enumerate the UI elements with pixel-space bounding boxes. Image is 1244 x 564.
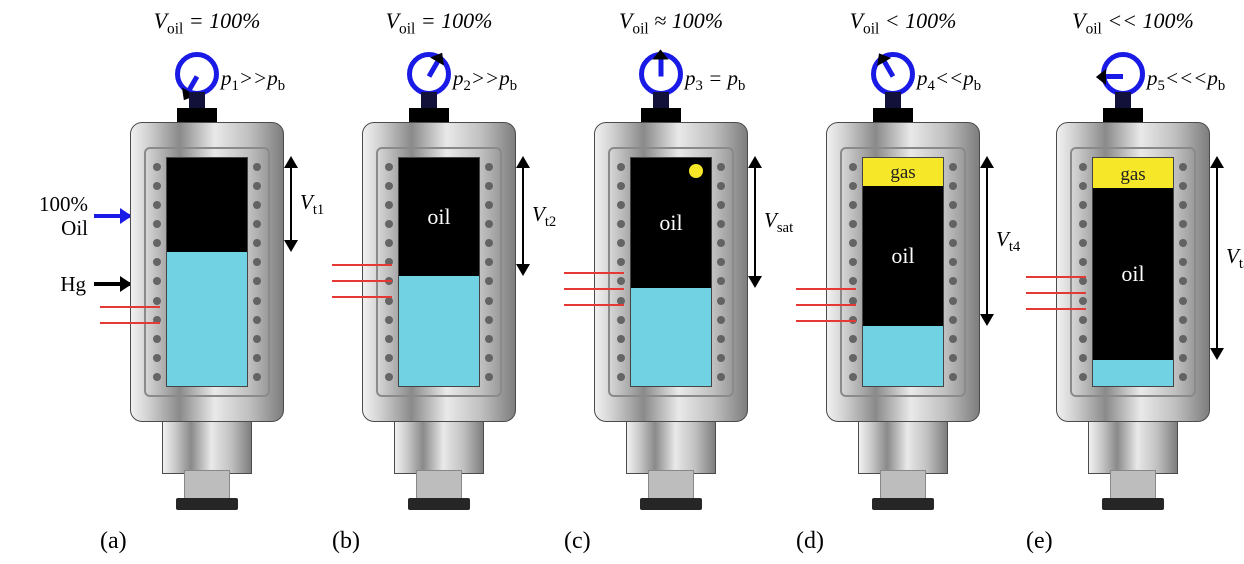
perforation-dots-right bbox=[1176, 157, 1190, 387]
gas-layer: gas bbox=[863, 158, 943, 186]
piston-block bbox=[880, 470, 926, 500]
heater-coil-line bbox=[564, 272, 624, 274]
perforation-dots-right bbox=[482, 157, 496, 387]
panel-sublabel: (d) bbox=[796, 528, 824, 555]
base-foot bbox=[872, 498, 934, 510]
volume-label: Vt4 bbox=[996, 227, 1020, 256]
heater-coil-line bbox=[796, 304, 856, 306]
base-foot bbox=[176, 498, 238, 510]
volume-label: Vt2 bbox=[532, 202, 556, 231]
piston-block bbox=[416, 470, 462, 500]
pvt-cell bbox=[130, 122, 284, 422]
gas-layer: gas bbox=[1093, 158, 1173, 188]
heater-coil-line bbox=[1026, 276, 1086, 278]
pvt-cell: oil bbox=[362, 122, 516, 422]
piston-block bbox=[184, 470, 230, 500]
voil-label: Voil ≈ 100% bbox=[556, 8, 786, 38]
perforation-dots-right bbox=[946, 157, 960, 387]
arrow-oil bbox=[94, 214, 130, 218]
sight-window: oil bbox=[398, 157, 480, 387]
gauge-needle bbox=[1101, 74, 1123, 79]
pressure-label: p1>>pb bbox=[221, 66, 285, 95]
label-100pct-oil: 100%Oil bbox=[18, 192, 88, 240]
volume-extent-arrow bbox=[1216, 158, 1218, 358]
voil-label: Voil < 100% bbox=[788, 8, 1018, 38]
perforation-dots-left bbox=[846, 157, 860, 387]
heater-coil-line bbox=[564, 288, 624, 290]
cell-bottom-neck bbox=[394, 422, 484, 474]
piston-block bbox=[648, 470, 694, 500]
perforation-dots-right bbox=[714, 157, 728, 387]
heater-coil-line bbox=[796, 288, 856, 290]
oil-layer: oil bbox=[863, 186, 943, 326]
heater-coil-line bbox=[1026, 308, 1086, 310]
voil-label: Voil = 100% bbox=[324, 8, 554, 38]
heater-coil-line bbox=[332, 264, 392, 266]
sight-window: oil bbox=[630, 157, 712, 387]
pressure-gauge: p3 = pb bbox=[631, 52, 711, 124]
gauge-needle bbox=[659, 55, 664, 77]
volume-extent-arrow bbox=[754, 158, 756, 286]
base-foot bbox=[408, 498, 470, 510]
voil-label: Voil = 100% bbox=[92, 8, 322, 38]
pressure-gauge: p5<<<pb bbox=[1093, 52, 1173, 124]
base-foot bbox=[1102, 498, 1164, 510]
pressure-gauge: p2>>pb bbox=[399, 52, 479, 124]
pressure-label: p3 = pb bbox=[685, 66, 745, 95]
panel-sublabel: (c) bbox=[564, 528, 591, 555]
sight-window: gasoil bbox=[1092, 157, 1174, 387]
heater-coil-line bbox=[332, 280, 392, 282]
oil-layer: oil bbox=[631, 158, 711, 288]
sight-window bbox=[166, 157, 248, 387]
pressure-label: p4<<pb bbox=[917, 66, 981, 95]
volume-label: Vt5 bbox=[1226, 244, 1244, 273]
cell-bottom-neck bbox=[162, 422, 252, 474]
cell-bottom-neck bbox=[626, 422, 716, 474]
perforation-dots-left bbox=[150, 157, 164, 387]
heater-coil-line bbox=[332, 296, 392, 298]
oil-layer: oil bbox=[1093, 188, 1173, 360]
pressure-gauge: p4<<pb bbox=[863, 52, 943, 124]
volume-extent-arrow bbox=[986, 158, 988, 324]
label-hg: Hg bbox=[42, 272, 86, 296]
cell-bottom-neck bbox=[1088, 422, 1178, 474]
heater-coil-line bbox=[796, 320, 856, 322]
perforation-dots-right bbox=[250, 157, 264, 387]
heater-coil-line bbox=[100, 322, 160, 324]
figure-root: 100%Oil Hg Voil = 100% p1>>pb Vt1 (a) Voil =… bbox=[0, 0, 1244, 564]
heater-coil-line bbox=[564, 304, 624, 306]
pressure-gauge: p1>>pb bbox=[167, 52, 247, 124]
pvt-cell: gasoil bbox=[826, 122, 980, 422]
sight-window: gasoil bbox=[862, 157, 944, 387]
base-foot bbox=[640, 498, 702, 510]
heater-coil-line bbox=[100, 306, 160, 308]
perforation-dots-left bbox=[382, 157, 396, 387]
volume-label: Vt1 bbox=[300, 190, 324, 219]
pressure-label: p2>>pb bbox=[453, 66, 517, 95]
panel-sublabel: (b) bbox=[332, 528, 360, 555]
arrow-hg bbox=[94, 282, 130, 286]
panel-sublabel: (a) bbox=[100, 528, 127, 555]
pressure-label: p5<<<pb bbox=[1147, 66, 1225, 95]
volume-label: Vsat bbox=[764, 208, 793, 237]
oil-layer bbox=[167, 158, 247, 252]
piston-block bbox=[1110, 470, 1156, 500]
volume-extent-arrow bbox=[522, 158, 524, 274]
pvt-cell: gasoil bbox=[1056, 122, 1210, 422]
cell-bottom-neck bbox=[858, 422, 948, 474]
volume-extent-arrow bbox=[290, 158, 292, 250]
voil-label: Voil << 100% bbox=[1018, 8, 1244, 38]
bubble-point-dot bbox=[689, 164, 703, 178]
oil-layer: oil bbox=[399, 158, 479, 276]
heater-coil-line bbox=[1026, 292, 1086, 294]
panel-sublabel: (e) bbox=[1026, 528, 1053, 555]
perforation-dots-left bbox=[1076, 157, 1090, 387]
